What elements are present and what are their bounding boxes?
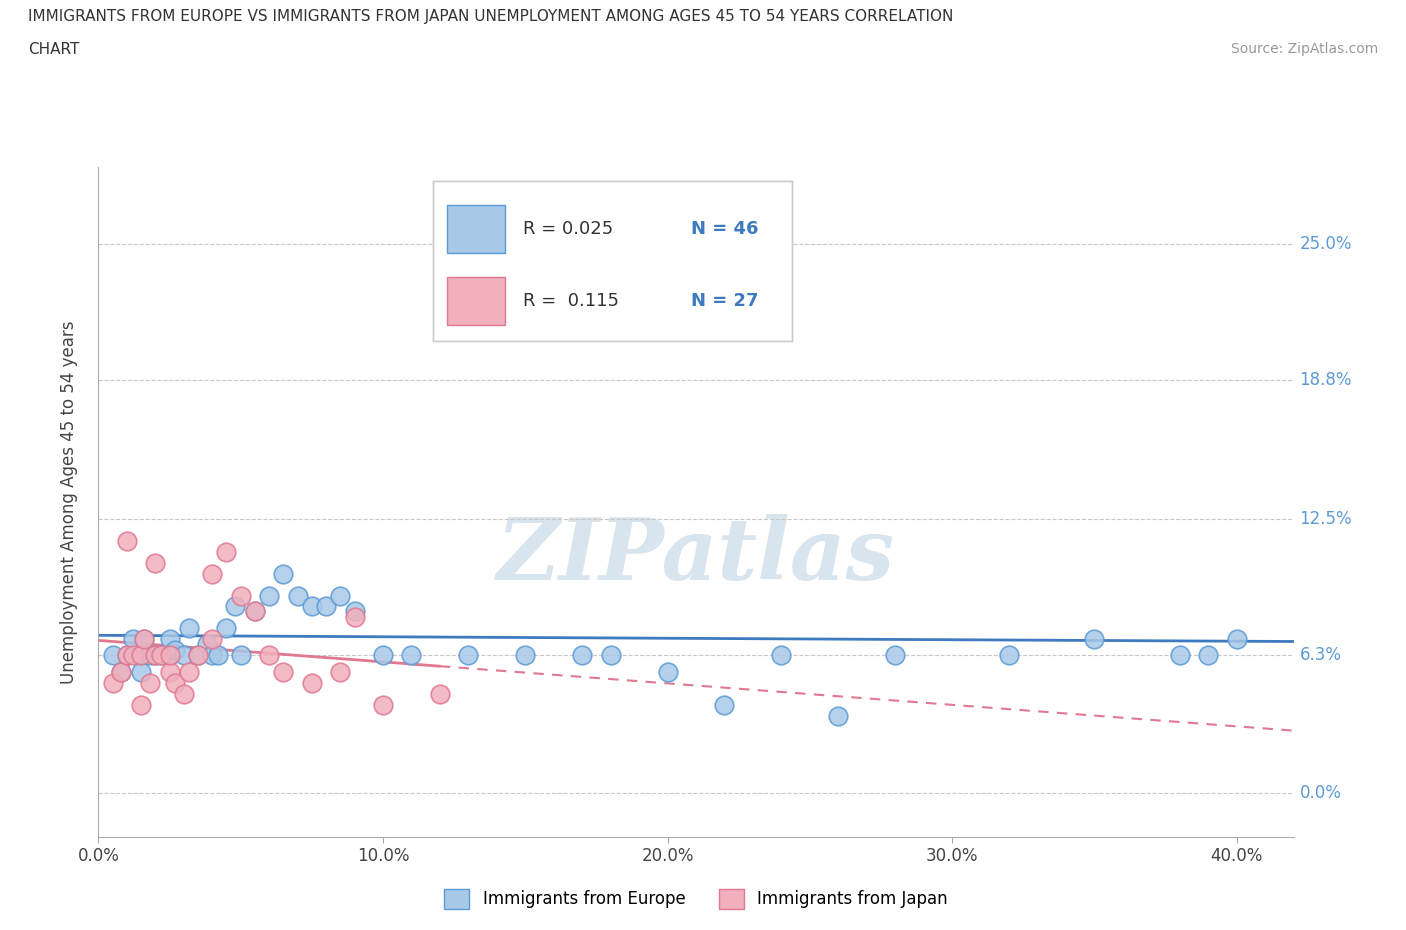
Point — [273, 665, 295, 680]
Point — [115, 647, 138, 662]
Text: ZIPatlas: ZIPatlas — [496, 514, 896, 597]
Point — [159, 647, 181, 662]
Point — [884, 647, 907, 662]
Point — [273, 566, 295, 581]
Point — [132, 632, 155, 647]
Text: CHART: CHART — [28, 42, 80, 57]
Text: 0.0%: 0.0% — [1299, 784, 1341, 802]
Point — [201, 632, 224, 647]
Text: 18.8%: 18.8% — [1299, 371, 1353, 390]
Point — [143, 647, 166, 662]
Point — [121, 647, 143, 662]
Text: 6.3%: 6.3% — [1299, 645, 1341, 664]
Point — [770, 647, 793, 662]
Point — [207, 647, 229, 662]
Point — [195, 636, 218, 651]
Point — [129, 698, 152, 712]
Point — [329, 588, 352, 603]
Point — [115, 533, 138, 548]
Point — [132, 632, 155, 647]
Point — [179, 621, 201, 636]
Point — [110, 665, 132, 680]
Point — [101, 676, 124, 691]
Point — [159, 632, 181, 647]
Point — [143, 647, 166, 662]
Point — [1226, 632, 1249, 647]
Point — [1197, 647, 1219, 662]
Point — [657, 665, 679, 680]
Point — [138, 647, 160, 662]
Point — [129, 665, 152, 680]
Point — [159, 647, 181, 662]
Legend: Immigrants from Europe, Immigrants from Japan: Immigrants from Europe, Immigrants from … — [437, 882, 955, 916]
Point — [1083, 632, 1105, 647]
Point — [110, 665, 132, 680]
Point — [229, 588, 252, 603]
Point — [329, 665, 352, 680]
Point — [315, 599, 337, 614]
Point — [515, 647, 537, 662]
Point — [229, 647, 252, 662]
Point — [1168, 647, 1191, 662]
Point — [115, 647, 138, 662]
Point — [599, 647, 621, 662]
Point — [287, 588, 309, 603]
Point — [257, 647, 280, 662]
Point — [215, 621, 238, 636]
Point — [827, 709, 849, 724]
Point — [599, 281, 621, 296]
Point — [201, 647, 224, 662]
Point — [343, 604, 366, 618]
Point — [401, 647, 423, 662]
Point — [187, 647, 209, 662]
Point — [165, 676, 187, 691]
Point — [457, 647, 479, 662]
Point — [173, 687, 195, 702]
Point — [179, 665, 201, 680]
Point — [243, 604, 266, 618]
Point — [224, 599, 246, 614]
Point — [571, 647, 593, 662]
Point — [201, 566, 224, 581]
Point — [371, 647, 394, 662]
Point — [371, 698, 394, 712]
Point — [257, 588, 280, 603]
Point — [150, 647, 173, 662]
Point — [138, 676, 160, 691]
Point — [215, 544, 238, 559]
Point — [129, 647, 152, 662]
Text: 25.0%: 25.0% — [1299, 235, 1353, 253]
Point — [998, 647, 1021, 662]
Point — [150, 647, 173, 662]
Point — [143, 555, 166, 570]
Point — [429, 687, 451, 702]
Point — [187, 647, 209, 662]
Point — [243, 604, 266, 618]
Point — [101, 647, 124, 662]
Point — [301, 676, 323, 691]
Point — [129, 647, 152, 662]
Point — [165, 643, 187, 658]
Point — [301, 599, 323, 614]
Text: 12.5%: 12.5% — [1299, 510, 1353, 527]
Point — [121, 632, 143, 647]
Y-axis label: Unemployment Among Ages 45 to 54 years: Unemployment Among Ages 45 to 54 years — [59, 321, 77, 684]
Point — [713, 698, 735, 712]
Point — [173, 647, 195, 662]
Text: IMMIGRANTS FROM EUROPE VS IMMIGRANTS FROM JAPAN UNEMPLOYMENT AMONG AGES 45 TO 54: IMMIGRANTS FROM EUROPE VS IMMIGRANTS FRO… — [28, 9, 953, 24]
Point — [343, 610, 366, 625]
Text: Source: ZipAtlas.com: Source: ZipAtlas.com — [1230, 42, 1378, 56]
Point — [159, 665, 181, 680]
